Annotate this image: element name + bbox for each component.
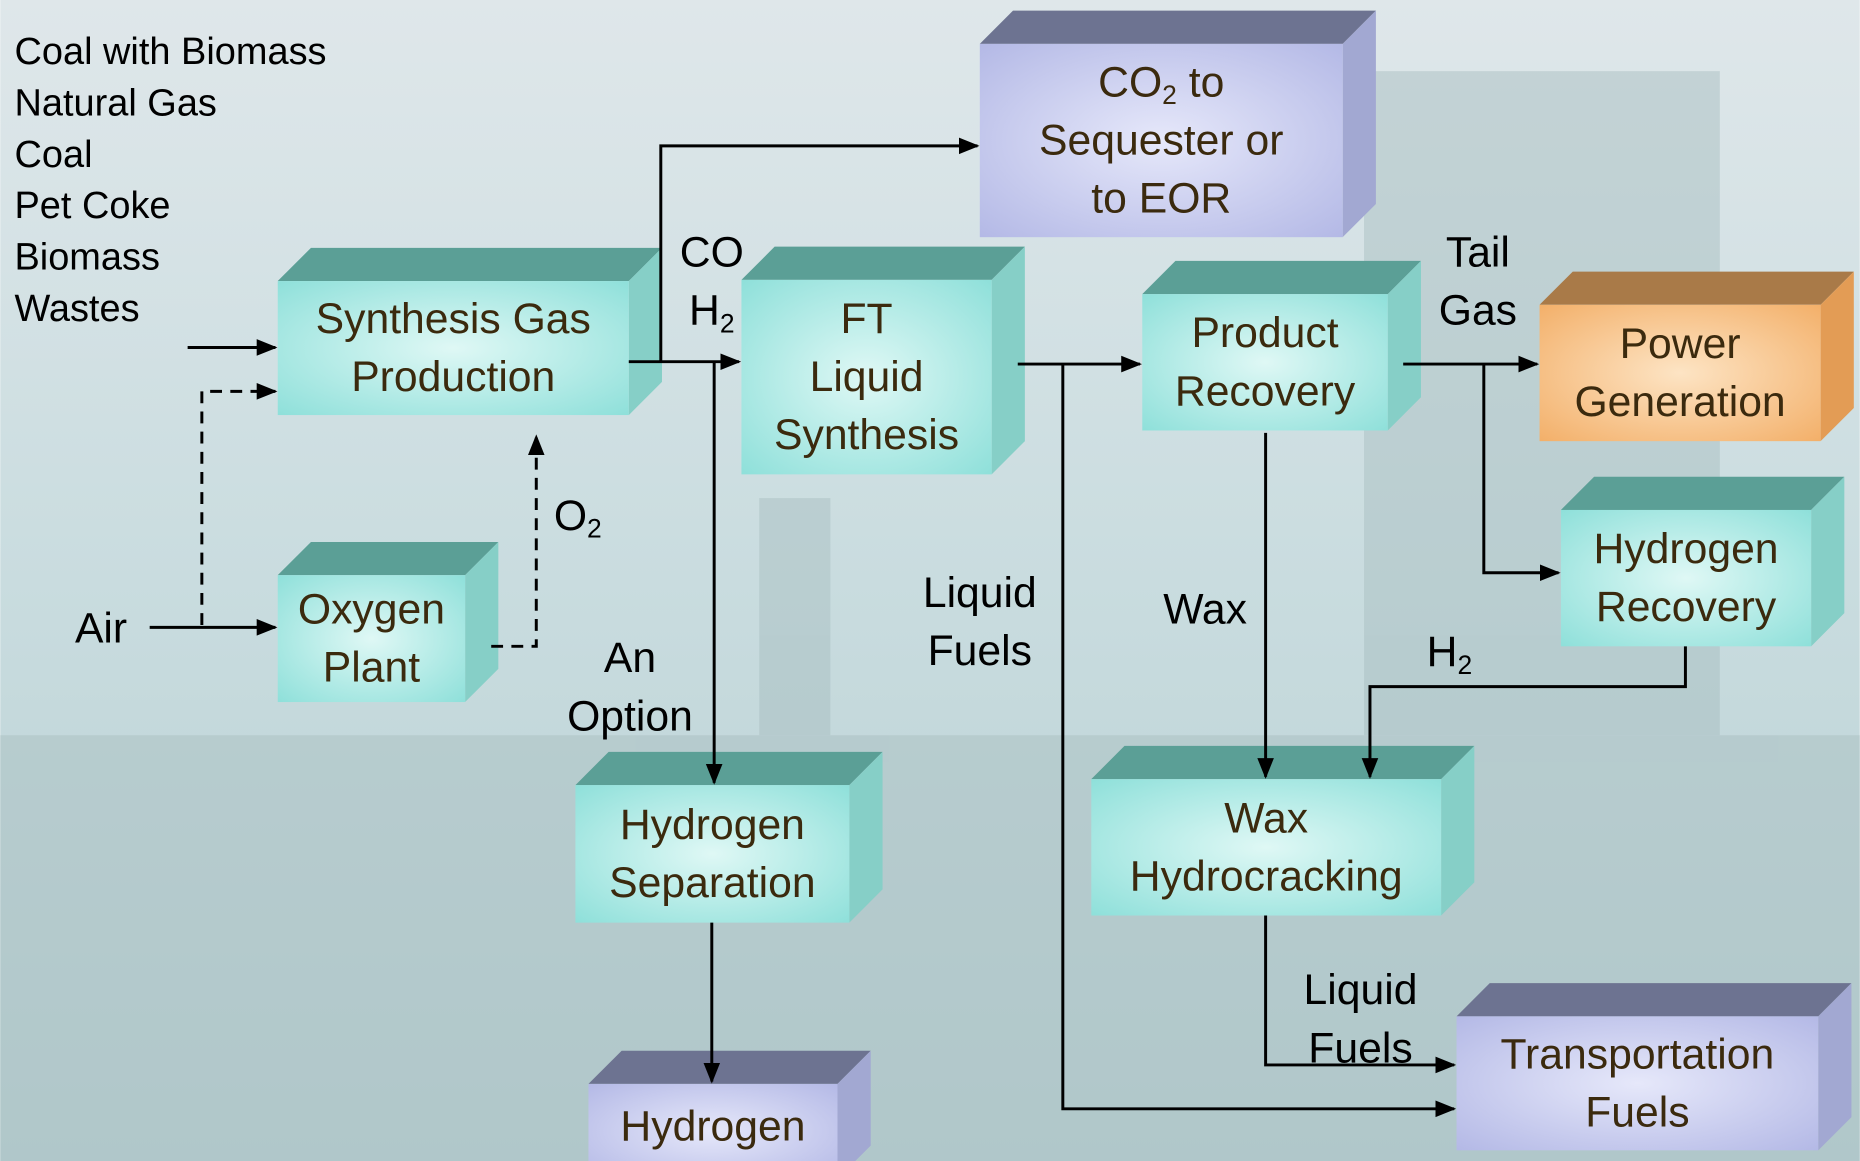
box-label: Product	[1191, 309, 1338, 357]
input-item: Natural Gas	[14, 83, 216, 125]
box-label: FT	[840, 295, 892, 343]
box-label: Hydrogen	[1593, 525, 1778, 573]
flow-label: Air	[75, 605, 127, 653]
flow-label-subscript: 2	[720, 309, 735, 339]
page: CO2 toSequester orto EORSynthesis GasPro…	[0, 0, 1860, 1161]
flow-label: Liquid	[923, 569, 1037, 617]
box-label: Wax	[1224, 794, 1308, 842]
flow-label-subscript: 2	[587, 514, 602, 544]
input-item: Coal	[14, 134, 92, 176]
box-top	[980, 11, 1376, 44]
box-label: Liquid	[810, 353, 924, 401]
box-top	[575, 752, 882, 785]
flow-label-subscript: 2	[1457, 650, 1472, 680]
box-label: Hydrogen	[620, 801, 805, 849]
flow-label-part: H	[1427, 628, 1458, 676]
box-top	[741, 247, 1024, 280]
diagram: CO2 toSequester orto EORSynthesis GasPro…	[0, 0, 1860, 1161]
box-label: Separation	[609, 859, 815, 907]
flow-label-part: H	[689, 287, 720, 335]
box-label-part: to	[1177, 58, 1224, 106]
box-label: Synthesis Gas	[316, 295, 591, 343]
flow-label: Liquid	[1304, 966, 1418, 1014]
input-item: Wastes	[14, 288, 139, 330]
flow-label-part: O	[554, 492, 587, 540]
flow-label: An	[604, 634, 656, 682]
box-top	[588, 1051, 870, 1084]
box-top	[1091, 746, 1474, 779]
input-item: Coal with Biomass	[14, 31, 326, 73]
box-label: Generation	[1574, 378, 1785, 426]
flow-label: Fuels	[928, 627, 1032, 675]
input-item: Pet Coke	[14, 185, 170, 227]
box-label: Synthesis	[774, 411, 959, 459]
box-top	[1540, 272, 1854, 305]
flow-label: Wax	[1163, 586, 1247, 634]
box-label: Hydrogen	[620, 1103, 805, 1151]
box-label: to EOR	[1091, 175, 1231, 223]
box-label: CO2 to	[1098, 58, 1224, 110]
box-label: Plant	[323, 644, 420, 692]
box-label: Oxygen	[298, 586, 445, 634]
flow-label: Tail	[1446, 229, 1510, 277]
box-label: Recovery	[1175, 367, 1356, 415]
box-top	[278, 542, 499, 575]
box-label: Recovery	[1596, 583, 1777, 631]
flow-label: CO	[680, 229, 744, 277]
flow-label: Option	[567, 692, 693, 740]
box-top	[1142, 261, 1421, 294]
flow-label: Gas	[1439, 287, 1517, 335]
input-item: Biomass	[14, 237, 159, 279]
box-label: Transportation	[1501, 1030, 1775, 1078]
box-label: Fuels	[1585, 1088, 1689, 1136]
box-label: Hydrocracking	[1130, 852, 1403, 900]
box-label: Production	[351, 353, 555, 401]
box-top	[1561, 477, 1844, 510]
box-top	[1457, 983, 1852, 1016]
box-label-part: CO	[1098, 58, 1162, 106]
box-label: Sequester or	[1039, 117, 1283, 165]
box-side	[1343, 11, 1376, 238]
box-label-subscript: 2	[1162, 80, 1177, 110]
box-top	[278, 248, 662, 281]
box-label: Power	[1620, 320, 1741, 368]
box-side	[992, 247, 1025, 475]
